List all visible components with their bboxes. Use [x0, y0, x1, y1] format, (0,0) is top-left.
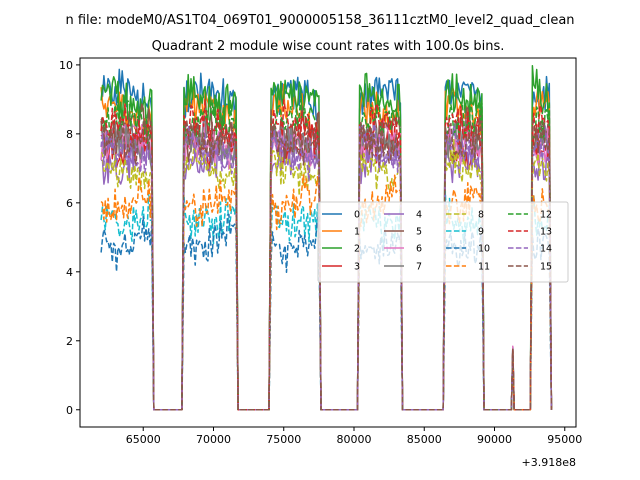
y-tick-label: 2 [66, 335, 73, 348]
legend-label-14: 14 [540, 244, 552, 255]
legend-label-5: 5 [416, 227, 422, 238]
legend-label-7: 7 [416, 262, 422, 273]
series-line-15 [100, 107, 553, 411]
y-tick-label: 6 [66, 197, 73, 210]
x-tick-label: 65000 [126, 433, 161, 446]
x-tick-label: 75000 [266, 433, 301, 446]
legend-label-0: 0 [354, 210, 360, 221]
y-axis: 0 2 4 6 8 10 [59, 59, 80, 417]
y-tick-label: 8 [66, 128, 73, 141]
series-line-8 [100, 138, 553, 411]
legend-frame [317, 201, 569, 283]
series-line-12 [100, 94, 553, 411]
legend-label-9: 9 [478, 227, 484, 238]
y-tick-label: 0 [66, 404, 73, 417]
legend-label-11: 11 [478, 262, 490, 273]
x-tick-label: 85000 [407, 433, 442, 446]
x-tick-label: 95000 [547, 433, 582, 446]
legend-label-13: 13 [540, 227, 552, 238]
legend-label-2: 2 [354, 244, 360, 255]
plot-frame [79, 57, 577, 428]
series-line-0 [100, 68, 553, 411]
legend-label-15: 15 [540, 262, 552, 273]
x-tick-label: 80000 [336, 433, 371, 446]
x-tick-label: 90000 [477, 433, 512, 446]
series-line-14 [100, 123, 553, 411]
x-axis-offset-label: +3.918e8 [522, 456, 576, 469]
x-tick-label: 70000 [196, 433, 231, 446]
y-tick-label: 4 [66, 266, 73, 279]
x-axis: 65000 70000 75000 80000 85000 90000 95000 [126, 427, 582, 446]
legend-label-12: 12 [540, 210, 552, 221]
chart-title: Quadrant 2 module wise count rates with … [152, 39, 505, 54]
legend-label-10: 10 [478, 244, 490, 255]
y-tick-label: 10 [59, 59, 73, 72]
legend-label-6: 6 [416, 244, 422, 255]
legend-label-1: 1 [354, 227, 360, 238]
figure-suptitle: n file: modeM0/AS1T04_069T01_9000005158_… [65, 13, 574, 28]
series-line-13 [100, 99, 553, 411]
legend-label-4: 4 [416, 210, 422, 221]
legend-label-3: 3 [354, 262, 360, 273]
legend-label-8: 8 [478, 210, 484, 221]
